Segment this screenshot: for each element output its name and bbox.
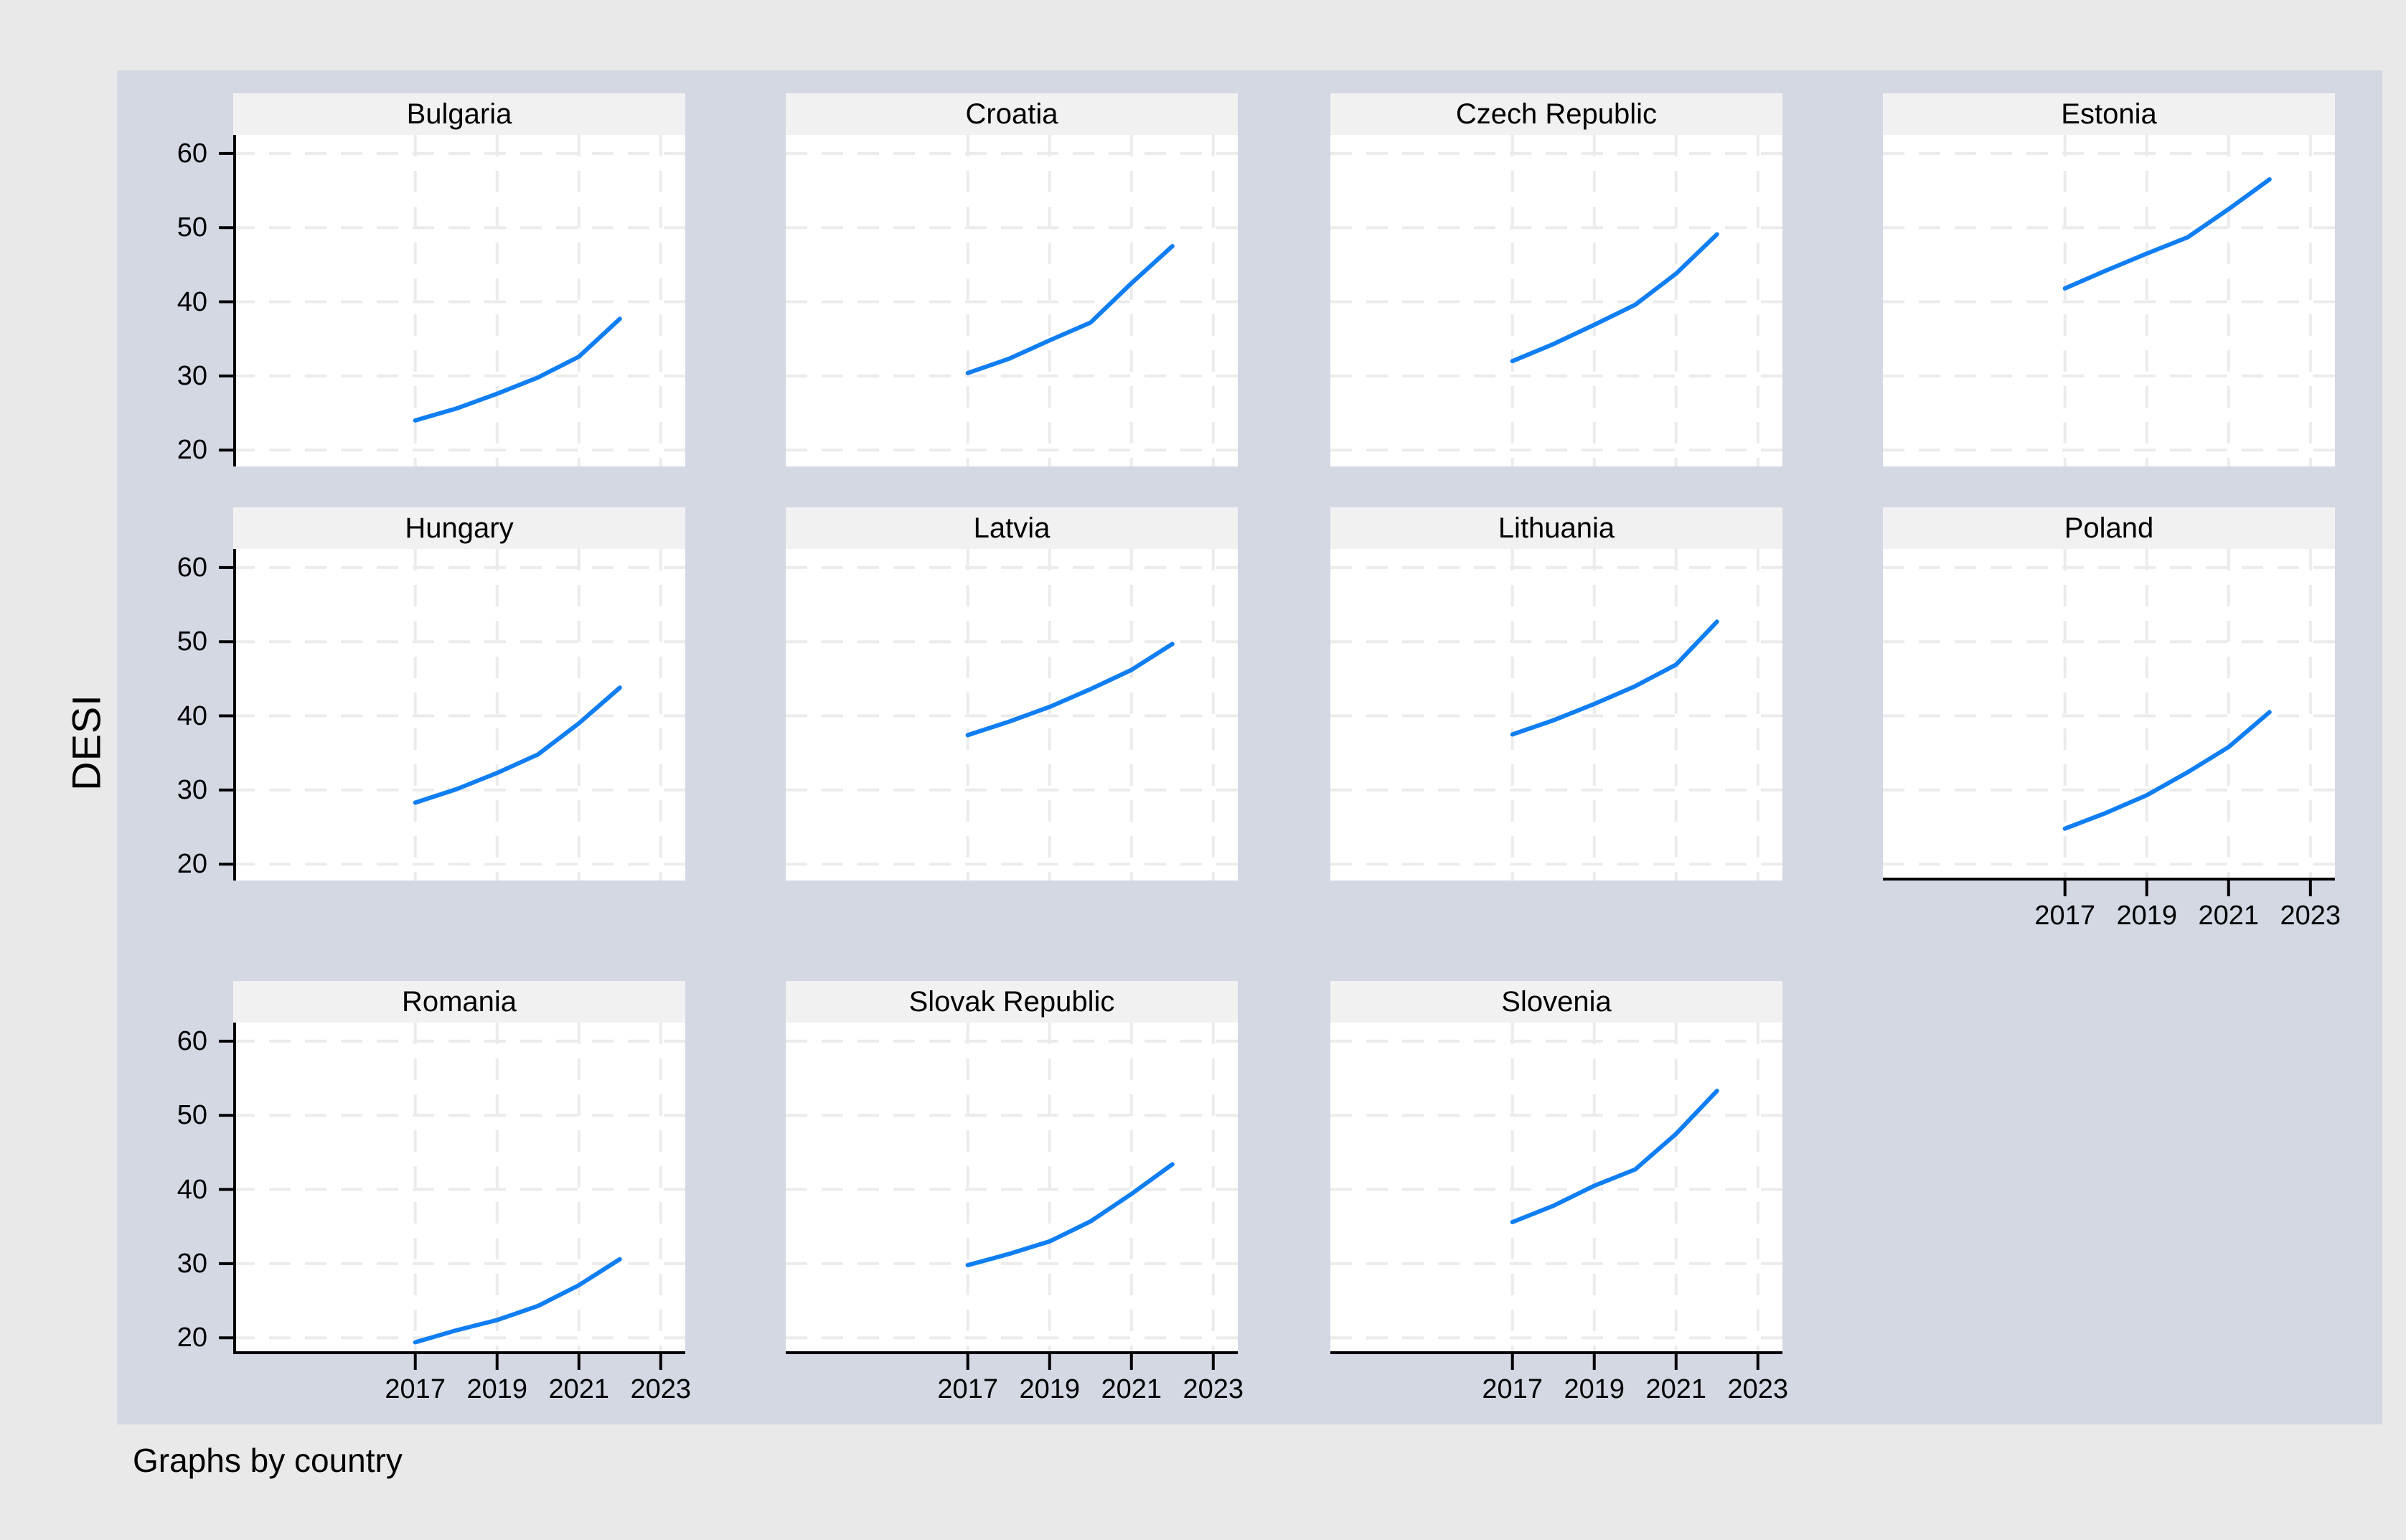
- y-tick-label: 30: [177, 1248, 207, 1279]
- plot-area-slovak-republic: [786, 1023, 1238, 1370]
- plot-area-bulgaria: [219, 135, 685, 466]
- y-tick-label: 20: [177, 849, 207, 880]
- panel-title-slovak-republic: Slovak Republic: [786, 981, 1238, 1023]
- x-tick-label: 2019: [466, 1374, 527, 1404]
- panel-slovenia: Slovenia: [1330, 981, 1782, 1370]
- panel-title-poland: Poland: [1883, 507, 2335, 549]
- plot-svg-lithuania: [1330, 549, 1782, 881]
- plot-svg-latvia: [786, 549, 1238, 881]
- desi-line-latvia: [965, 642, 1175, 738]
- plot-area-poland: [1883, 549, 2335, 896]
- figure-caption: Graphs by country: [133, 1442, 403, 1479]
- x-tick-label: 2017: [385, 1374, 446, 1404]
- panel-lithuania: Lithuania: [1330, 507, 1782, 881]
- plot-area-czech-republic: [1330, 135, 1782, 466]
- y-tick-label: 40: [177, 700, 207, 731]
- desi-line-slovenia: [1510, 1089, 1719, 1224]
- plot-area-romania: [219, 1023, 685, 1370]
- x-tick-label: 2021: [548, 1374, 610, 1404]
- desi-line-lithuania: [1510, 619, 1719, 737]
- desi-line-romania: [413, 1257, 622, 1345]
- plot-svg-poland: [1883, 549, 2335, 896]
- y-tick-label: 40: [177, 286, 207, 317]
- y-tick-label: 60: [177, 138, 207, 169]
- y-tick-label: 60: [177, 552, 207, 583]
- plot-svg-slovenia: [1330, 1023, 1782, 1370]
- x-tick-label: 2017: [937, 1374, 998, 1404]
- panel-title-lithuania: Lithuania: [1330, 507, 1782, 549]
- desi-line-estonia: [2062, 177, 2272, 291]
- panel-title-czech-republic: Czech Republic: [1330, 93, 1782, 135]
- panel-title-slovenia: Slovenia: [1330, 981, 1782, 1023]
- y-tick-label: 50: [177, 1100, 207, 1131]
- x-tick-label: 2019: [2116, 901, 2177, 931]
- desi-line-poland: [2062, 710, 2272, 831]
- panel-title-croatia: Croatia: [786, 93, 1238, 135]
- y-tick-label: 50: [177, 212, 207, 243]
- plot-area-slovenia: [1330, 1023, 1782, 1370]
- panel-title-latvia: Latvia: [786, 507, 1238, 549]
- panel-poland: Poland: [1883, 507, 2335, 896]
- plot-svg-estonia: [1883, 135, 2335, 466]
- y-tick-label: 20: [177, 1323, 207, 1353]
- x-tick-label: 2023: [1183, 1374, 1244, 1404]
- x-tick-label: 2017: [1482, 1374, 1543, 1404]
- y-axis-title: DESI: [63, 694, 109, 791]
- x-tick-label: 2019: [1019, 1374, 1080, 1404]
- panel-title-romania: Romania: [233, 981, 685, 1023]
- plot-svg-croatia: [786, 135, 1238, 466]
- x-tick-label: 2023: [630, 1374, 692, 1404]
- x-tick-label: 2017: [2034, 901, 2095, 931]
- x-tick-label: 2021: [2198, 901, 2260, 931]
- panel-slovak-republic: Slovak Republic: [786, 981, 1238, 1370]
- plot-area-lithuania: [1330, 549, 1782, 881]
- panel-title-bulgaria: Bulgaria: [233, 93, 685, 135]
- plot-area-latvia: [786, 549, 1238, 881]
- y-tick-label: 40: [177, 1174, 207, 1205]
- y-tick-label: 20: [177, 435, 207, 466]
- y-tick-label: 30: [177, 360, 207, 391]
- panel-hungary: Hungary: [219, 507, 685, 881]
- plot-svg-slovak-republic: [786, 1023, 1238, 1370]
- x-tick-label: 2019: [1564, 1374, 1625, 1404]
- desi-line-hungary: [413, 685, 622, 805]
- x-tick-label: 2023: [2280, 901, 2341, 931]
- x-tick-label: 2021: [1645, 1374, 1707, 1404]
- panel-bulgaria: Bulgaria: [219, 93, 685, 466]
- x-tick-label: 2021: [1101, 1374, 1162, 1404]
- panel-croatia: Croatia: [786, 93, 1238, 466]
- panel-romania: Romania: [219, 981, 685, 1370]
- plot-svg-hungary: [219, 549, 685, 881]
- x-tick-label: 2023: [1727, 1374, 1789, 1404]
- desi-line-slovak-republic: [965, 1162, 1175, 1267]
- plot-area-hungary: [219, 549, 685, 881]
- panel-latvia: Latvia: [786, 507, 1238, 881]
- plot-svg-czech-republic: [1330, 135, 1782, 466]
- panel-czech-republic: Czech Republic: [1330, 93, 1782, 466]
- plot-svg-bulgaria: [219, 135, 685, 466]
- y-tick-label: 50: [177, 626, 207, 657]
- panel-estonia: Estonia: [1883, 93, 2335, 466]
- desi-line-czech-republic: [1510, 232, 1719, 364]
- y-tick-label: 30: [177, 774, 207, 805]
- plot-area-croatia: [786, 135, 1238, 466]
- plot-area-estonia: [1883, 135, 2335, 466]
- desi-line-croatia: [965, 244, 1175, 375]
- panel-title-estonia: Estonia: [1883, 93, 2335, 135]
- y-tick-label: 60: [177, 1025, 207, 1056]
- plot-svg-romania: [219, 1023, 685, 1370]
- desi-line-bulgaria: [413, 316, 622, 423]
- panel-title-hungary: Hungary: [233, 507, 685, 549]
